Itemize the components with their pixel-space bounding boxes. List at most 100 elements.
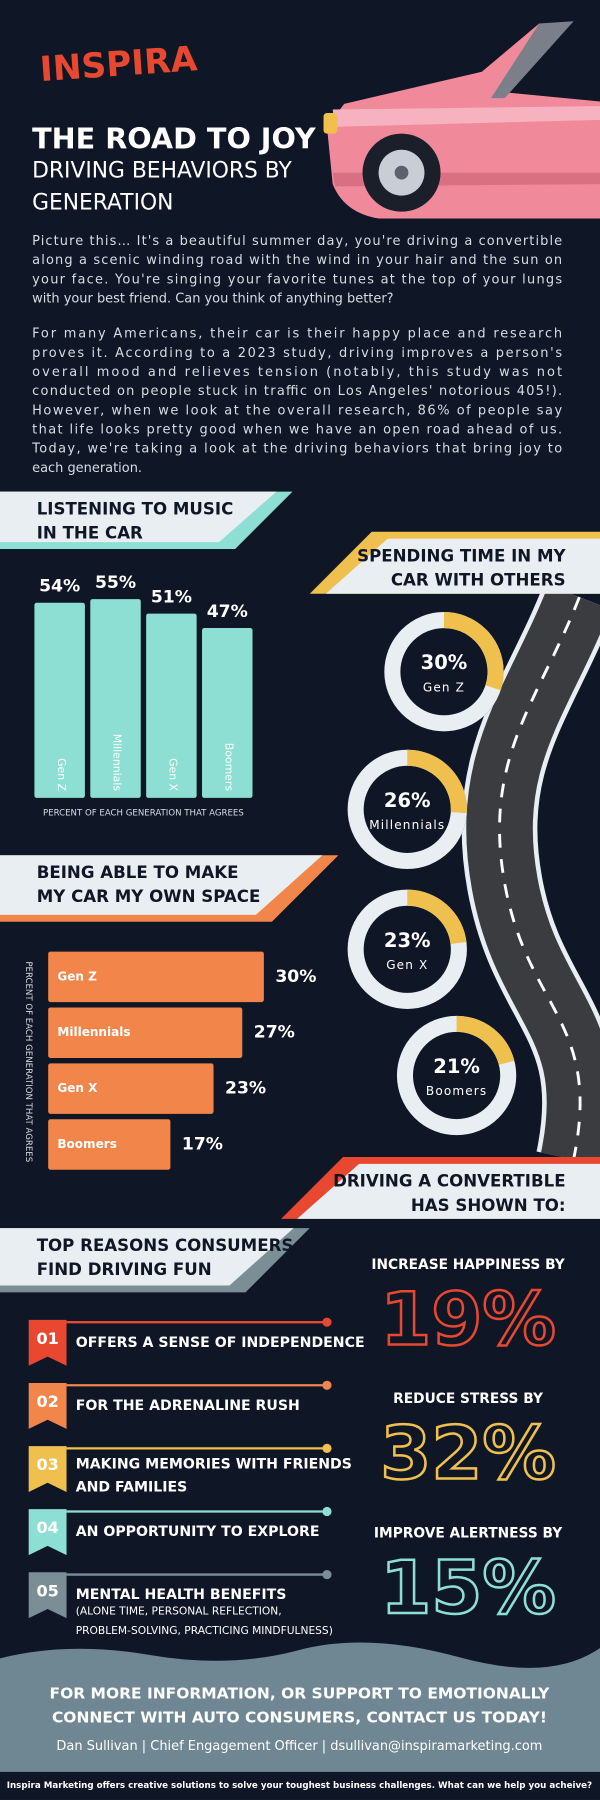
music-banner-panel bbox=[0, 491, 277, 543]
reasons-banner-title: FIND DRIVING FUN bbox=[37, 1260, 212, 1279]
category-label: Millennials bbox=[57, 1025, 130, 1039]
donut-value: 26% bbox=[384, 789, 431, 812]
donut-category: Gen Z bbox=[423, 680, 465, 694]
intro-line: For many Americans, their car is their h… bbox=[32, 327, 562, 342]
reason-number: 04 bbox=[36, 1518, 58, 1537]
convertible-banner-title: DRIVING A CONVERTIBLE bbox=[333, 1172, 566, 1191]
footer-band bbox=[0, 1642, 600, 1800]
donut-arc bbox=[347, 749, 467, 870]
value-label: 54% bbox=[39, 577, 80, 597]
intro-line: along a scenic winding road with the win… bbox=[32, 253, 562, 268]
others-banner-panel bbox=[325, 538, 600, 594]
space-banner-title: BEING ABLE TO MAKE bbox=[37, 863, 239, 882]
category-label: Gen X bbox=[57, 1081, 98, 1095]
others-banner-title: SPENDING TIME IN MY bbox=[357, 546, 566, 565]
donut-center bbox=[347, 889, 467, 1009]
donut-category: Boomers bbox=[426, 1084, 487, 1098]
cta: CONNECT WITH AUTO CONSUMERS, CONTACT US … bbox=[52, 1708, 547, 1726]
reason-dot bbox=[322, 1380, 332, 1390]
reason-text: AND FAMILIES bbox=[76, 1479, 188, 1495]
value-label: 30% bbox=[275, 967, 316, 987]
donut-center bbox=[347, 749, 467, 870]
value-label: 17% bbox=[182, 1134, 223, 1154]
car-illustration bbox=[323, 21, 600, 219]
reason-dot bbox=[322, 1443, 332, 1453]
reason-badge bbox=[28, 1509, 67, 1556]
reason-badge bbox=[28, 1382, 67, 1429]
donut-arc bbox=[396, 1015, 517, 1136]
music-banner-title: LISTENING TO MUSIC bbox=[37, 499, 234, 518]
reason-badge bbox=[28, 1319, 67, 1366]
stat-value: 19% bbox=[380, 1277, 556, 1362]
space-banner-title: MY CAR MY OWN SPACE bbox=[37, 887, 261, 906]
subtitle: GENERATION bbox=[32, 191, 173, 216]
donut-arc bbox=[384, 612, 504, 732]
stat-value: 32% bbox=[380, 1412, 556, 1497]
reason-badge bbox=[28, 1446, 67, 1492]
road bbox=[461, 583, 600, 1165]
reason-note: (ALONE TIME, PERSONAL REFLECTION, bbox=[76, 1604, 282, 1617]
reason-number: 03 bbox=[36, 1455, 58, 1474]
value-label: 23% bbox=[225, 1079, 266, 1099]
convertible-banner-panel bbox=[297, 1163, 600, 1219]
reason-text: OFFERS A SENSE OF INDEPENDENCE bbox=[76, 1335, 365, 1351]
donut-value: 23% bbox=[384, 929, 431, 952]
donut-arc bbox=[347, 889, 467, 1009]
intro-line: that life looks pretty good when we have… bbox=[32, 422, 562, 437]
reason-dot bbox=[322, 1317, 332, 1327]
axis-label: PERCENT OF EACH GENERATION THAT AGREES bbox=[23, 961, 33, 1162]
reason-note: PROBLEM-SOLVING, PRACTICING MINDFULNESS) bbox=[76, 1624, 333, 1637]
donut-value: 21% bbox=[433, 1055, 480, 1078]
reason-text: AN OPPORTUNITY TO EXPLORE bbox=[76, 1524, 320, 1540]
donut-value: 30% bbox=[421, 651, 468, 674]
donut-center bbox=[396, 1015, 517, 1136]
bar bbox=[48, 1119, 171, 1170]
reason-text: MENTAL HEALTH BENEFITS bbox=[76, 1587, 287, 1603]
category-label: Boomers bbox=[57, 1137, 116, 1151]
music-banner-title: IN THE CAR bbox=[37, 524, 143, 543]
intro-line: Picture this… It's a beautiful summer da… bbox=[32, 234, 562, 249]
stat-label: REDUCE STRESS BY bbox=[393, 1391, 544, 1407]
value-label: 47% bbox=[207, 602, 248, 622]
reason-number: 01 bbox=[36, 1329, 58, 1348]
bar bbox=[48, 1007, 243, 1058]
category-label: Gen X bbox=[167, 758, 180, 791]
reason-number: 02 bbox=[36, 1392, 58, 1411]
donut-category: Gen X bbox=[386, 958, 428, 972]
reasons-banner-panel bbox=[0, 1228, 294, 1286]
reason-text: FOR THE ADRENALINE RUSH bbox=[76, 1398, 300, 1414]
donut-center bbox=[384, 612, 504, 732]
bar bbox=[48, 1063, 214, 1114]
value-label: 27% bbox=[254, 1023, 295, 1043]
category-label: Millennials bbox=[111, 734, 124, 792]
intro-line: Today, we're taking a look at the drivin… bbox=[31, 442, 562, 457]
reason-dot bbox=[322, 1569, 332, 1580]
category-label: Boomers bbox=[222, 743, 235, 792]
donut-category: Millennials bbox=[369, 818, 445, 832]
reasons-banner-title: TOP REASONS CONSUMERS bbox=[37, 1236, 294, 1255]
bar bbox=[90, 599, 141, 798]
subtitle: DRIVING BEHAVIORS BY bbox=[32, 159, 292, 184]
tagline-band bbox=[0, 1771, 600, 1800]
reason-dot bbox=[322, 1506, 332, 1517]
value-label: 51% bbox=[151, 588, 192, 608]
axis-label: PERCENT OF EACH GENERATION THAT AGREES bbox=[43, 808, 244, 818]
intro-line: overall mood and relieves tension (notab… bbox=[32, 365, 562, 380]
reason-badge bbox=[28, 1572, 67, 1619]
bar bbox=[34, 602, 85, 798]
intro-line: each generation. bbox=[32, 461, 142, 476]
title: THE ROAD TO JOY bbox=[32, 122, 317, 156]
space-banner-panel bbox=[0, 855, 323, 915]
reason-text: MAKING MEMORIES WITH FRIENDS bbox=[76, 1456, 352, 1472]
bar bbox=[202, 628, 253, 798]
bar bbox=[146, 613, 197, 798]
cta: FOR MORE INFORMATION, OR SUPPORT TO EMOT… bbox=[50, 1684, 551, 1702]
bar bbox=[48, 951, 264, 1003]
reason-number: 05 bbox=[36, 1581, 58, 1600]
intro-line: with your best friend. Can you think of … bbox=[32, 291, 393, 306]
category-label: Gen Z bbox=[55, 758, 68, 791]
contact: Dan Sullivan | Chief Engagement Officer … bbox=[56, 1739, 542, 1754]
intro-line: conducted on people stuck in traffic on … bbox=[32, 384, 562, 399]
